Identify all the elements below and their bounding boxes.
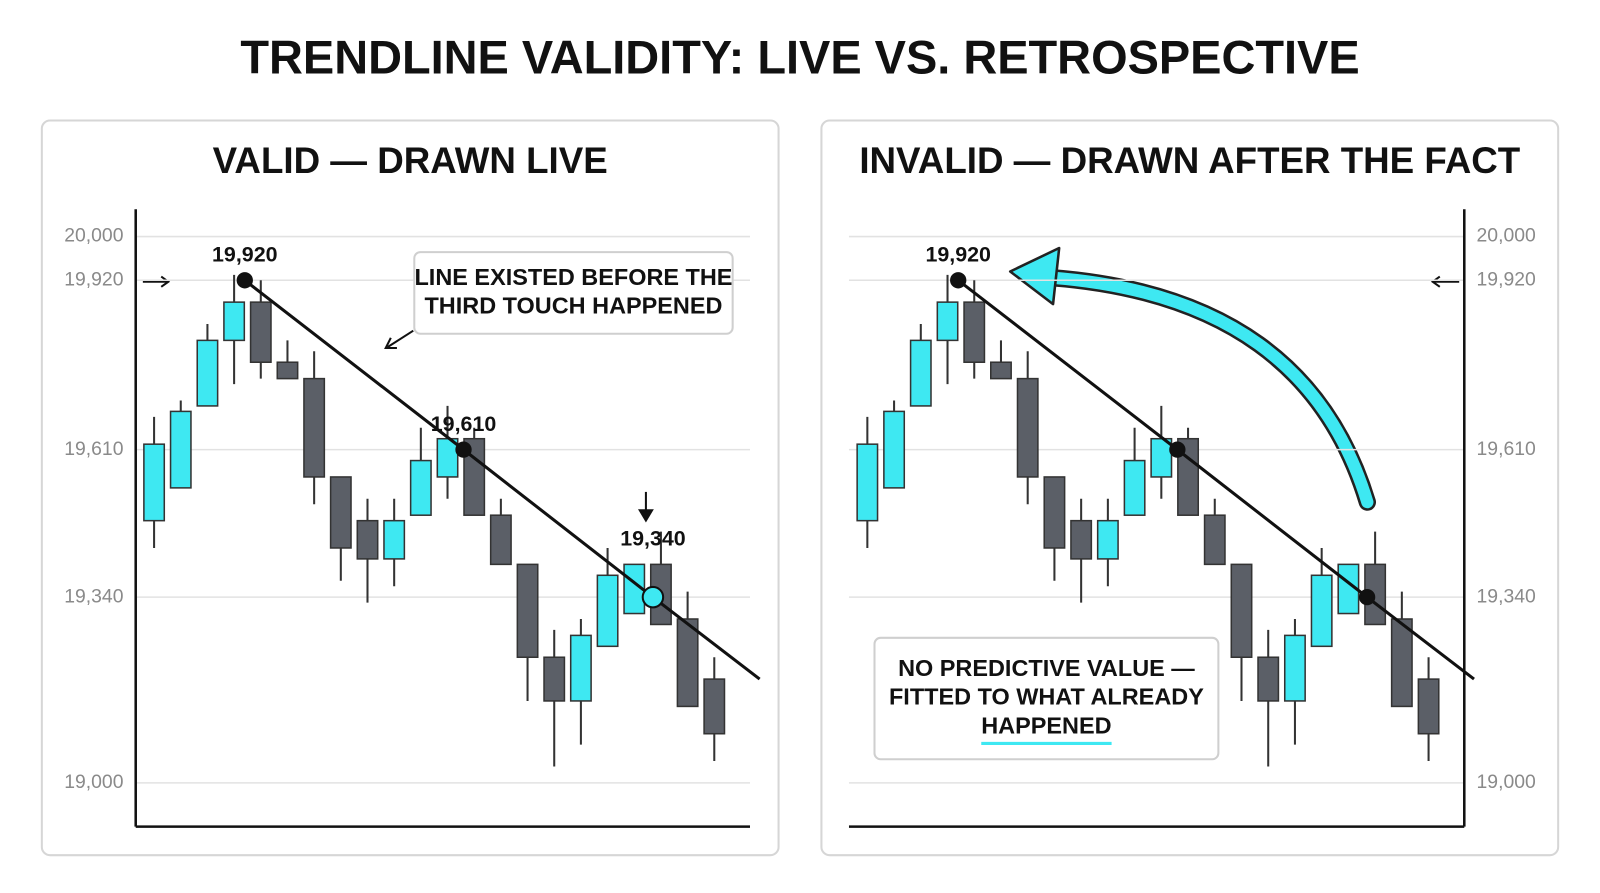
candle-body (356, 519, 379, 560)
touch-arrow (637, 491, 654, 523)
candle-body (856, 443, 879, 522)
candle-body (1283, 634, 1306, 702)
candle-body (963, 301, 986, 363)
callout-text: LINE EXISTED BEFORE THE (414, 264, 732, 290)
callout-pointer (384, 329, 414, 350)
y-tick-label: 19,610 (64, 438, 123, 460)
candle-body (1203, 514, 1226, 566)
candle-body (516, 563, 539, 659)
callout-text: HAPPENED (981, 712, 1111, 738)
candle-body (1070, 519, 1093, 560)
panel-title: VALID — DRAWN LIVE (213, 140, 608, 181)
candle-body (276, 361, 299, 380)
touch-point (1358, 588, 1376, 606)
candle-body (303, 377, 326, 478)
candle-body (883, 410, 906, 489)
y-tick-label: 19,000 (64, 771, 123, 793)
touch-label: 19,920 (212, 242, 278, 266)
y-tick-label: 19,000 (1477, 771, 1536, 793)
touch-point (455, 441, 472, 458)
candle-body (489, 514, 512, 566)
trendline (243, 279, 761, 681)
candle-body (1230, 563, 1253, 659)
candle-body (383, 519, 406, 560)
candle-body (223, 301, 246, 342)
candle-body (936, 301, 959, 342)
touch-label: 19,920 (925, 242, 991, 266)
level-pointer (142, 275, 1460, 288)
candle-body (169, 410, 192, 489)
callout-text: NO PREDICTIVE VALUE — (898, 655, 1195, 681)
callout-box (413, 251, 734, 335)
y-tick-label: 19,610 (1477, 438, 1536, 460)
touch-label: 19,610 (431, 412, 497, 436)
candle-body (463, 437, 486, 516)
candle-body (703, 678, 726, 735)
y-tick-label: 20,000 (1477, 225, 1536, 247)
candle-body (1310, 574, 1333, 648)
candle-body (543, 656, 566, 702)
candle-body (249, 301, 272, 363)
candle-body (676, 618, 699, 708)
candle-body (1043, 476, 1066, 549)
callout-text: THIRD TOUCH HAPPENED (424, 292, 722, 318)
candle-body (1123, 459, 1146, 516)
candle-body (143, 443, 166, 522)
candle-body (990, 361, 1012, 380)
y-tick-label: 19,920 (1477, 268, 1536, 290)
y-tick-label: 19,340 (64, 585, 123, 607)
touch-point (641, 585, 665, 609)
candle-body (409, 459, 432, 516)
candle-body (1016, 377, 1039, 478)
touch-point (1169, 441, 1186, 458)
trendline (957, 279, 1475, 681)
candle-body (909, 339, 932, 407)
candle-body (1257, 656, 1280, 702)
candle-body (1177, 437, 1200, 516)
candle-body (569, 634, 592, 702)
candle-body (1096, 519, 1119, 560)
callout-text: FITTED TO WHAT ALREADY (889, 684, 1204, 710)
y-tick-label: 19,340 (1477, 585, 1536, 607)
y-tick-label: 20,000 (64, 225, 123, 247)
candle-body (596, 574, 619, 648)
candle-body (1390, 618, 1413, 708)
y-tick-label: 19,920 (64, 268, 123, 290)
callout-box (873, 636, 1220, 761)
touch-point (236, 272, 253, 289)
panel-title: INVALID — DRAWN AFTER THE FACT (859, 140, 1520, 181)
touch-label: 19,340 (620, 527, 686, 551)
touch-point (950, 272, 967, 289)
candle-body (329, 476, 352, 549)
main-title: TRENDLINE VALIDITY: LIVE VS. RETROSPECTI… (240, 32, 1359, 84)
candle-body (1417, 678, 1440, 735)
candle-body (196, 339, 219, 407)
